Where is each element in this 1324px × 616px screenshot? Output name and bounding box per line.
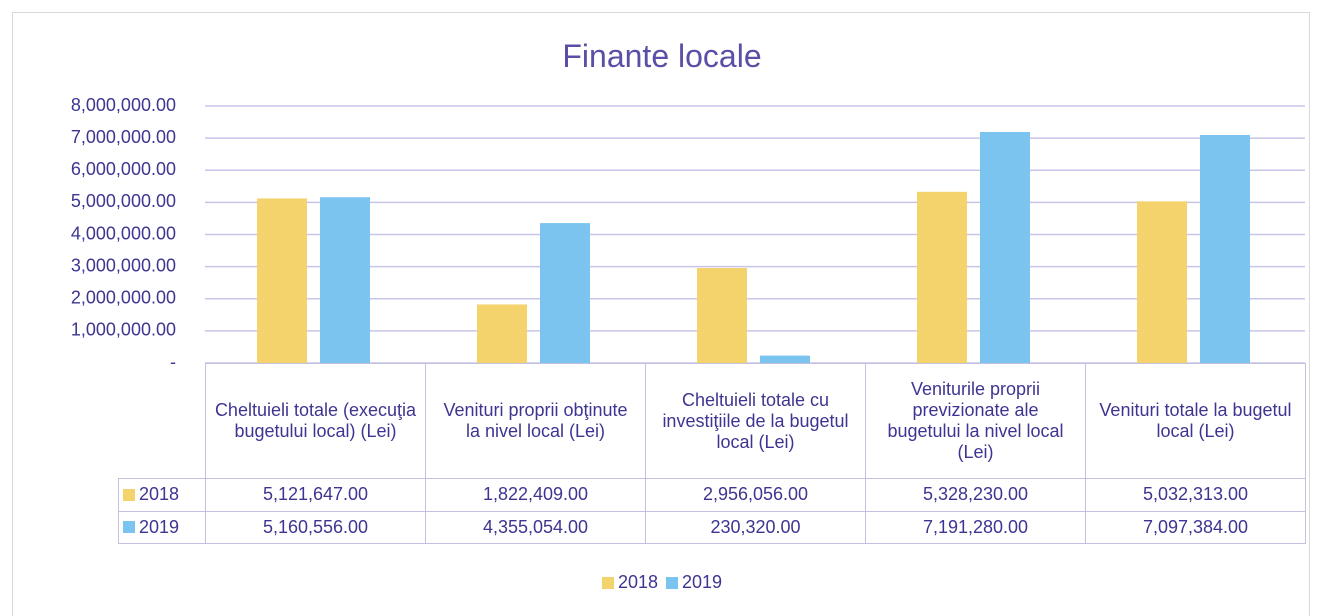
legend-key <box>666 576 678 589</box>
y-tick-label: 6,000,000.00 <box>71 159 176 179</box>
table-value: 5,121,647.00 <box>205 478 426 512</box>
bar <box>1200 134 1250 363</box>
y-tick-label: 4,000,000.00 <box>71 223 176 243</box>
bar <box>257 198 307 363</box>
table-value: 5,160,556.00 <box>205 510 426 544</box>
y-tick-label: 5,000,000.00 <box>71 191 176 211</box>
y-tick-label: 3,000,000.00 <box>71 255 176 275</box>
table-value: 1,822,409.00 <box>425 478 646 512</box>
table-value: 2,956,056.00 <box>645 478 866 512</box>
chart-title: Finante locale <box>562 38 762 74</box>
category-label: Venituri totale la bugetul local (Lei) <box>1085 363 1306 479</box>
table-row-header: 2019 <box>118 510 206 544</box>
bar <box>760 355 810 363</box>
row-label: 2018 <box>139 484 180 505</box>
y-tick-label: 2,000,000.00 <box>71 288 176 308</box>
legend-key <box>601 576 614 589</box>
category-label: Cheltuieli totale cu investiţiile de la … <box>645 363 866 479</box>
category-label: Cheltuieli totale (execuţia bugetului lo… <box>205 363 426 479</box>
table-value: 5,032,313.00 <box>1085 478 1306 512</box>
category-label: Venituri proprii obţinute la nivel local… <box>425 363 646 479</box>
y-tick-label: - <box>170 352 176 372</box>
table-value: 230,320.00 <box>645 510 866 544</box>
bar <box>980 131 1030 363</box>
table-value: 7,097,384.00 <box>1085 510 1306 544</box>
legend-key <box>123 488 135 501</box>
bar <box>697 268 747 363</box>
chart-frame <box>12 12 1310 616</box>
table-value: 7,191,280.00 <box>865 510 1086 544</box>
table-value: 4,355,054.00 <box>425 510 646 544</box>
legend-key <box>123 521 135 534</box>
bar <box>540 223 590 363</box>
y-tick-label: 1,000,000.00 <box>71 320 176 340</box>
legend-label: 2019 <box>682 572 723 592</box>
category-label: Veniturile proprii previzionate ale buge… <box>865 363 1086 479</box>
legend: 2018 2019 <box>0 572 1324 593</box>
bar <box>477 304 527 363</box>
legend-label: 2018 <box>617 572 658 592</box>
table-value: 5,328,230.00 <box>865 478 1086 512</box>
bar <box>320 197 370 363</box>
bar <box>1137 201 1187 363</box>
y-tick-label: 7,000,000.00 <box>71 127 176 147</box>
y-tick-label: 8,000,000.00 <box>71 95 176 115</box>
bar <box>917 191 967 363</box>
table-row-header: 2018 <box>118 478 206 512</box>
row-label: 2019 <box>139 516 180 537</box>
